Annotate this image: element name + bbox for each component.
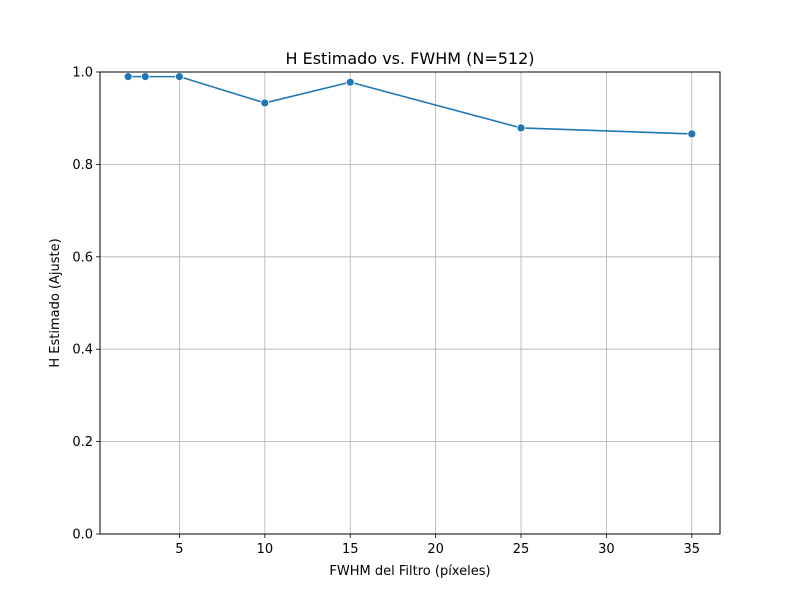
y-tick-label: 0.0: [72, 528, 93, 543]
data-point: [175, 72, 184, 82]
x-axis-label: FWHM del Filtro (píxeles): [329, 564, 490, 579]
x-tick-label: 35: [684, 542, 701, 557]
y-tick-label: 1.0: [72, 66, 93, 81]
data-point: [140, 72, 150, 82]
x-tick-label: 10: [257, 542, 274, 557]
x-tick-label: 30: [598, 542, 615, 557]
y-axis-label: H Estimado (Ajuste): [48, 238, 63, 367]
series-line: [128, 75, 692, 135]
x-tick-label: 20: [427, 542, 444, 557]
y-tick-label: 0.2: [72, 435, 93, 450]
data-point: [260, 98, 270, 108]
x-tick-label: 15: [342, 542, 359, 557]
ticks-layer: 5 10 15 20 25 30 35 0.0 0.2 0.4 0.6 0.8 1.0: [72, 66, 700, 558]
x-tick-label: 5: [175, 542, 183, 557]
data-point: [516, 123, 526, 133]
plot-frame: [99, 71, 721, 535]
y-tick-label: 0.6: [72, 250, 93, 265]
data-point: [123, 72, 133, 82]
series-layer: [123, 72, 697, 139]
grid-layer: [100, 71, 720, 535]
data-point: [687, 129, 697, 139]
y-tick-label: 0.4: [72, 343, 93, 358]
y-tick-label: 0.8: [72, 158, 93, 173]
x-tick-label: 25: [513, 542, 530, 557]
chart-title: H Estimado vs. FWHM (N=512): [285, 49, 534, 68]
data-point: [345, 77, 355, 87]
